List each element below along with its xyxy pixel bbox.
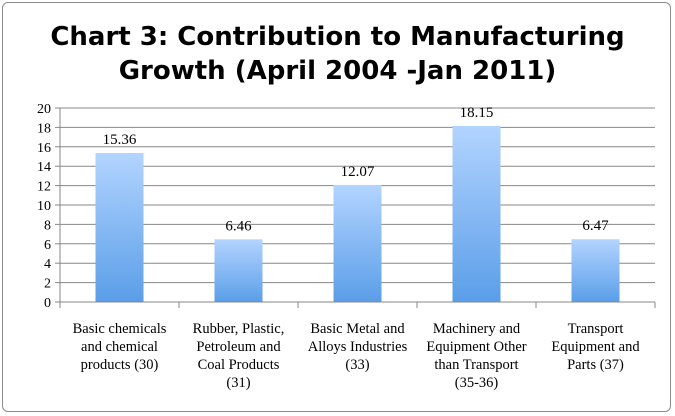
- category-label: Basic chemicals and chemical products (30): [73, 321, 167, 373]
- y-tick-label: 0: [44, 296, 51, 311]
- y-tick-label: 4: [44, 257, 51, 272]
- category-label: Rubber, Plastic, Petroleum and Coal Produc…: [193, 321, 285, 391]
- category-label: Machinery and Equipment Other than Transpo…: [426, 321, 526, 391]
- category-label: Basic Metal and Alloys Industries (33): [308, 321, 408, 373]
- y-tick-label: 6: [44, 238, 51, 253]
- chart-title-line-2: Growth (April 2004 -Jan 2011): [118, 56, 557, 86]
- axes: [59, 108, 656, 308]
- y-tick-label: 2: [44, 277, 51, 292]
- data-label: 15.36: [103, 132, 137, 148]
- category-labels: Basic chemicals and chemical products (30)…: [73, 321, 641, 391]
- data-label: 18.15: [460, 105, 494, 121]
- data-labels: 15.36 6.46 12.07 18.15 6.47: [103, 105, 610, 234]
- bar: [571, 239, 620, 302]
- y-tick-label: 14: [37, 160, 51, 175]
- y-tick-label: 20: [37, 102, 51, 117]
- category-label: Transport Equipment and Parts (37): [551, 321, 640, 373]
- y-axis-tick-labels: 0 2 4 6 8 10 12 14 16 18 20: [37, 102, 51, 311]
- data-label: 12.07: [341, 164, 375, 180]
- chart-title: Chart 3: Contribution to Manufacturing G…: [0, 20, 675, 88]
- y-tick-label: 18: [37, 121, 51, 136]
- data-label: 6.46: [225, 218, 252, 234]
- bar: [333, 184, 382, 302]
- y-tick-label: 16: [37, 141, 51, 156]
- y-tick-label: 8: [44, 218, 51, 233]
- bar: [452, 125, 501, 302]
- y-tick-label: 12: [37, 180, 51, 195]
- y-tick-label: 10: [37, 199, 51, 214]
- chart-title-line-1: Chart 3: Contribution to Manufacturing: [50, 22, 625, 52]
- data-label: 6.47: [582, 218, 609, 234]
- bars: [95, 125, 620, 302]
- bar: [214, 239, 263, 302]
- bar: [95, 153, 144, 302]
